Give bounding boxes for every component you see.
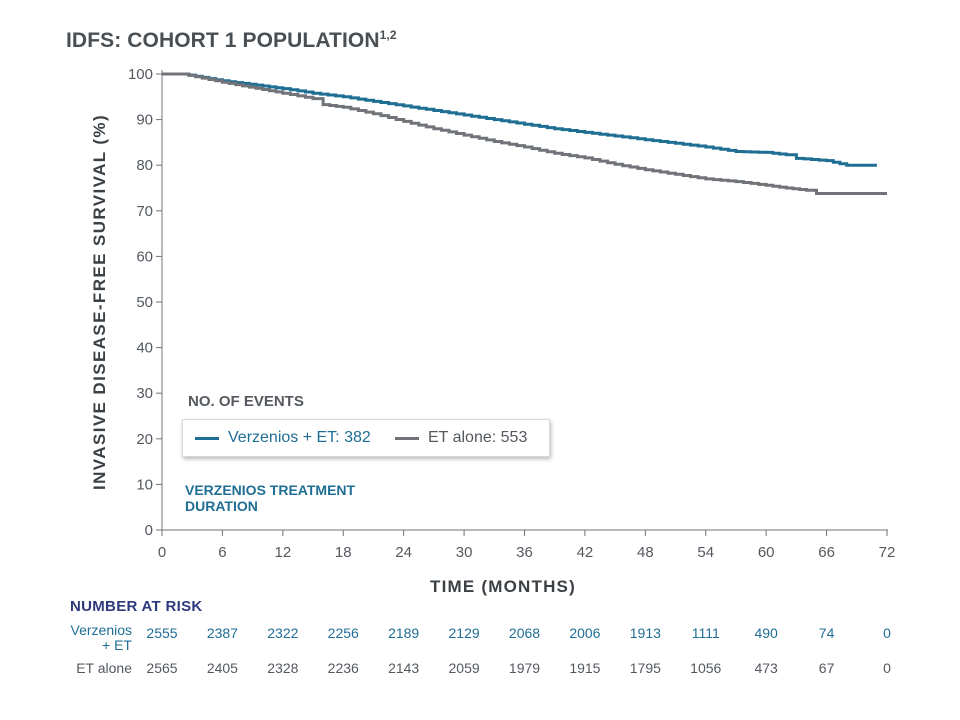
risk-value: 0 <box>883 625 891 641</box>
risk-value: 1979 <box>508 660 541 676</box>
y-axis-label: INVASIVE DISEASE-FREE SURVIVAL (%) <box>90 114 109 490</box>
legend-swatch-et-alone <box>395 436 419 440</box>
series-line-verzenios <box>162 72 877 167</box>
annotation-line-2: DURATION <box>185 498 258 514</box>
risk-value: 2129 <box>448 625 480 641</box>
risk-value: 2565 <box>146 660 178 676</box>
risk-value: 2143 <box>388 660 420 676</box>
legend-label-verzenios: Verzenios + ET: 382 <box>228 429 371 446</box>
x-tick-label: 66 <box>818 544 835 561</box>
y-tick-label: 20 <box>136 431 153 448</box>
legend-item-verzenios: Verzenios + ET: 382 <box>195 429 371 447</box>
annotation-line-1: VERZENIOS TREATMENT <box>185 482 356 498</box>
risk-value: 0 <box>883 660 891 676</box>
x-tick-label: 36 <box>516 544 533 561</box>
risk-value: 2236 <box>327 660 359 676</box>
y-tick-label: 30 <box>136 385 153 402</box>
x-tick-label: 24 <box>395 544 412 561</box>
risk-value: 2322 <box>267 625 299 641</box>
legend-item-et-alone: ET alone: 553 <box>395 429 527 447</box>
x-tick-label: 18 <box>335 544 352 561</box>
y-tick-label: 100 <box>128 66 153 83</box>
x-tick-label: 42 <box>577 544 594 561</box>
risk-value: 1111 <box>691 625 720 641</box>
y-tick-label: 80 <box>136 157 153 174</box>
x-tick-label: 48 <box>637 544 654 561</box>
x-tick-label: 60 <box>758 544 775 561</box>
risk-value: 67 <box>818 660 835 676</box>
risk-value: 2006 <box>569 625 601 641</box>
y-tick-label: 50 <box>136 294 153 311</box>
risk-value: 2387 <box>206 625 238 641</box>
legend: Verzenios + ET: 382 ET alone: 553 <box>182 419 550 457</box>
risk-value: 2059 <box>448 660 480 676</box>
risk-value: 2555 <box>146 625 178 641</box>
events-title: NO. OF EVENTS <box>188 393 304 410</box>
treatment-duration-annotation: VERZENIOS TREATMENT DURATION <box>185 482 385 514</box>
risk-row-label-line: + ET <box>102 637 132 653</box>
x-tick-label: 72 <box>879 544 896 561</box>
risk-value: 2256 <box>327 625 359 641</box>
x-tick-label: 0 <box>158 544 166 561</box>
x-tick-label: 12 <box>274 544 291 561</box>
risk-value: 1795 <box>629 660 661 676</box>
x-axis-label: TIME (MONTHS) <box>430 577 576 596</box>
risk-row-label-line: ET alone <box>76 660 132 676</box>
y-tick-label: 90 <box>136 112 153 129</box>
series-line-et-alone <box>162 72 887 195</box>
risk-row-label-line: Verzenios <box>70 622 132 638</box>
y-tick-label: 40 <box>136 340 153 357</box>
risk-value: 1056 <box>690 660 722 676</box>
title-superscript: 1,2 <box>379 28 397 42</box>
risk-row-label: ET alone <box>62 661 132 676</box>
chart-title: IDFS: COHORT 1 POPULATION1,2 <box>66 28 397 52</box>
legend-swatch-verzenios <box>195 436 219 440</box>
risk-row-label: Verzenios + ET <box>62 623 132 653</box>
x-tick-label: 30 <box>456 544 473 561</box>
y-tick-label: 10 <box>136 476 153 493</box>
y-tick-label: 70 <box>136 203 153 220</box>
risk-value: 2328 <box>267 660 299 676</box>
risk-value: 490 <box>754 625 778 641</box>
risk-value: 2405 <box>206 660 238 676</box>
risk-value: 473 <box>754 660 778 676</box>
risk-table-title: NUMBER AT RISK <box>70 598 203 615</box>
x-tick-label: 6 <box>218 544 226 561</box>
y-tick-label: 60 <box>136 248 153 265</box>
legend-label-et-alone: ET alone: 553 <box>428 429 528 446</box>
risk-value: 2189 <box>388 625 420 641</box>
y-tick-label: 0 <box>145 522 153 539</box>
risk-value: 1913 <box>629 625 661 641</box>
x-tick-label: 54 <box>697 544 714 561</box>
risk-value: 2068 <box>508 625 541 641</box>
risk-value: 1915 <box>569 660 601 676</box>
risk-value: 74 <box>818 625 835 641</box>
